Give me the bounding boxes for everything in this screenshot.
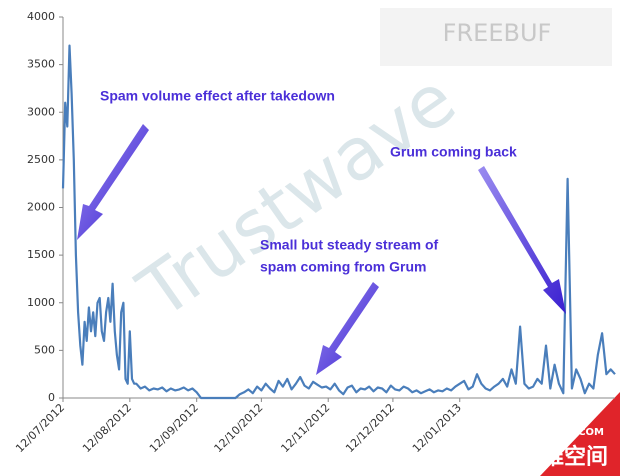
y-tick-label: 3000 <box>27 105 55 118</box>
annotation: Small but steady stream of <box>260 237 439 253</box>
y-tick-label: 2000 <box>27 201 55 214</box>
annotation: spam coming from Grum <box>260 259 426 275</box>
y-tick-label: 2500 <box>27 153 55 166</box>
watermark: FREEBUF <box>443 19 552 47</box>
arrows <box>77 124 566 375</box>
watermark-box <box>380 8 612 66</box>
watermark: IT运维空间 <box>497 444 608 470</box>
data-line <box>61 44 616 400</box>
x-tick-label: 12/11/2012 <box>278 401 332 455</box>
annotation: Spam volume effect after takedown <box>100 88 335 104</box>
x-tick-label: 12/12/2012 <box>343 401 397 455</box>
watermark: www.94IP.COM <box>520 427 604 438</box>
arrow <box>478 166 566 314</box>
y-tick-label: 1000 <box>27 296 55 309</box>
y-tick-label: 4000 <box>27 10 55 23</box>
y-tick-label: 500 <box>34 343 55 356</box>
y-tick-label: 0 <box>48 391 55 404</box>
x-tick-label: 12/07/2012 <box>13 401 67 455</box>
x-tick-label: 12/01/2013 <box>410 401 464 455</box>
arrow <box>316 282 379 375</box>
y-tick-label: 1500 <box>27 248 55 261</box>
corner-badge <box>540 392 620 476</box>
x-tick-label: 12/10/2012 <box>212 401 266 455</box>
arrow <box>77 124 149 240</box>
x-tick-label: 12/08/2012 <box>80 401 134 455</box>
x-tick-label: 12/09/2012 <box>147 401 201 455</box>
annotation: Grum coming back <box>390 144 517 160</box>
y-tick-label: 3500 <box>27 58 55 71</box>
